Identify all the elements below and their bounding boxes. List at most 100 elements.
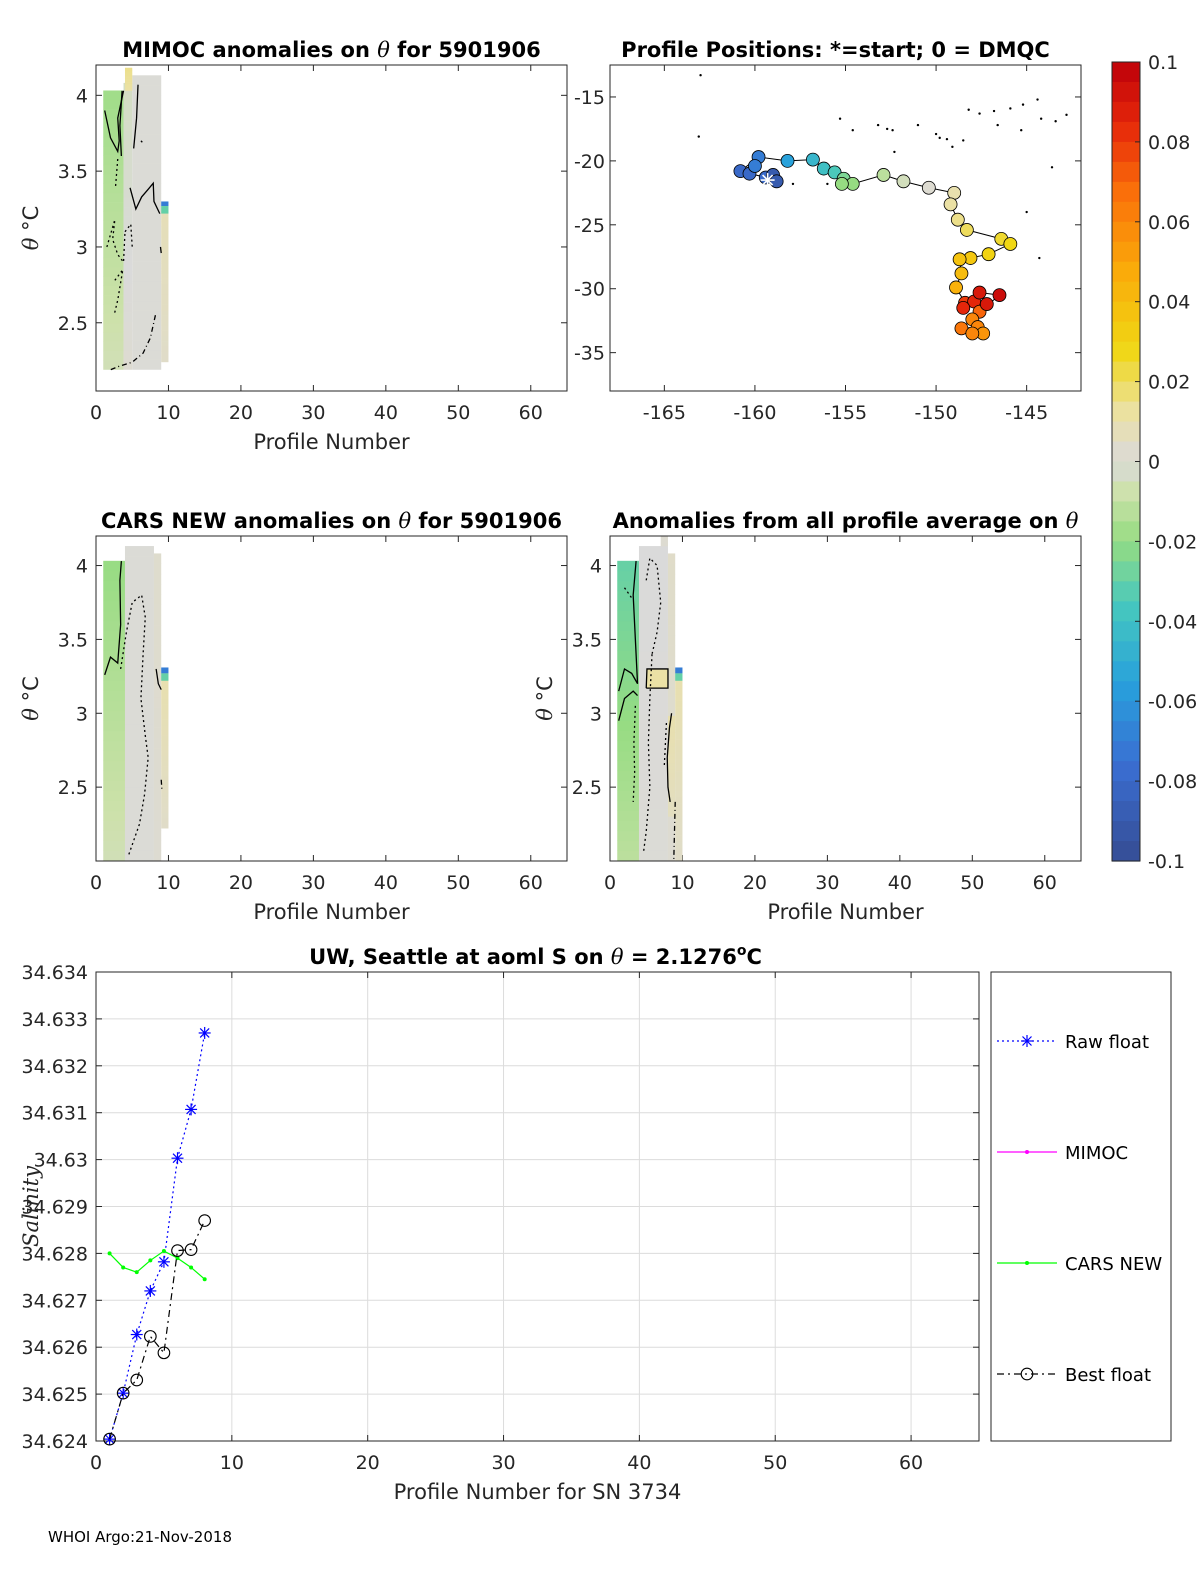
colorbar-segment xyxy=(1112,221,1140,243)
mimoc-cell xyxy=(161,216,169,222)
mimoc-cell xyxy=(161,299,169,305)
allavg-cell xyxy=(667,686,676,698)
colorbar-segment xyxy=(1112,741,1140,762)
cars-cell xyxy=(153,748,162,759)
cars-cell xyxy=(124,766,154,778)
allavg-cell xyxy=(667,729,676,733)
cars-xtick-label: 0 xyxy=(90,872,102,894)
cars-cell xyxy=(124,650,154,662)
salinity-ytick-label: 34.631 xyxy=(22,1103,88,1125)
allavg-cell xyxy=(667,796,676,800)
colorbar-tick-label: -0.06 xyxy=(1148,691,1197,713)
mimoc-cell xyxy=(123,121,133,131)
allavg-cell xyxy=(617,620,639,632)
cars-title-part2: for 5901906 xyxy=(411,509,562,533)
cars-title: CARS NEW anomalies on θ for 5901906 xyxy=(101,509,562,533)
reference-point xyxy=(978,112,981,115)
allavg-cell xyxy=(675,726,683,733)
colorbar-tick-label: -0.04 xyxy=(1148,611,1197,633)
cars-cell xyxy=(124,829,154,841)
reference-point xyxy=(885,127,889,131)
reference-point xyxy=(1050,166,1054,169)
mimoc-title-theta: θ xyxy=(377,38,390,62)
mimoc-cell xyxy=(123,235,133,246)
mimoc-cell xyxy=(132,300,162,311)
colorbar-segment xyxy=(1112,641,1140,662)
cars-cell xyxy=(124,598,154,610)
allavg-axes: 0 10 20 30 40 50 60 2.5 3 3.5 4 Profile Number θ °C xyxy=(533,535,1082,924)
allavg-cell xyxy=(617,790,639,802)
mimoc-cell xyxy=(124,69,133,71)
mimoc-title-part2: for 5901906 xyxy=(390,38,541,62)
allavg-cell xyxy=(617,670,639,682)
mimoc-cell xyxy=(103,229,124,240)
cars-cell xyxy=(153,645,162,657)
mimoc-cell xyxy=(161,335,169,342)
cars-cell xyxy=(161,745,169,751)
mimoc-cell xyxy=(132,94,162,106)
allavg-cell xyxy=(617,560,639,572)
colorbar-tick-label: -0.02 xyxy=(1148,531,1197,553)
cars-cell xyxy=(153,778,162,790)
cars-cell xyxy=(124,724,154,736)
mimoc-ytick-label: 3.5 xyxy=(58,161,88,183)
mimoc-axes: 0 10 20 30 40 50 60 2.5 3 3.5 4 Profile Number θ °C xyxy=(19,64,568,454)
cars-cell xyxy=(161,766,169,772)
mimoc-cell xyxy=(161,351,169,357)
mimoc-cell xyxy=(132,251,162,262)
allavg-cell xyxy=(617,650,639,662)
mimoc-ylabel-symbol: θ xyxy=(19,237,43,250)
mimoc-cell xyxy=(123,302,133,313)
mimoc-ylabel-unit: °C xyxy=(19,206,43,238)
colorbar-segment xyxy=(1112,121,1140,143)
mimoc-ytick-label: 3 xyxy=(76,237,88,259)
mimoc-cell xyxy=(124,89,133,91)
allavg-xlabel: Profile Number xyxy=(767,900,924,924)
allavg-cell xyxy=(617,570,639,582)
cars-title-theta: θ xyxy=(398,509,411,533)
mimoc-cell xyxy=(103,99,124,110)
mimoc-cell xyxy=(132,173,162,184)
colorbar-segment xyxy=(1112,541,1140,562)
cars-cell xyxy=(103,740,125,752)
footer-text: WHOI Argo:21-Nov-2018 xyxy=(48,1528,232,1546)
cars-cell xyxy=(161,750,169,757)
mimoc-cell xyxy=(161,283,169,290)
salinity-xtick-label: 50 xyxy=(763,1452,787,1474)
allavg-cell xyxy=(675,803,683,810)
allavg-cell xyxy=(667,809,676,814)
mimoc-cell xyxy=(124,84,133,86)
allavg-cell xyxy=(667,655,676,667)
legend-marker-raw-float xyxy=(1021,1035,1033,1047)
cars-cell xyxy=(153,727,162,739)
point-raw-float xyxy=(130,1328,143,1341)
allavg-cell xyxy=(667,786,676,790)
point-cars-new xyxy=(189,1265,194,1270)
reference-point xyxy=(1039,117,1043,120)
positions-ytick-label: -15 xyxy=(574,87,605,109)
colorbar-segment xyxy=(1112,781,1140,802)
point-raw-float xyxy=(157,1255,170,1268)
mimoc-cell xyxy=(123,264,133,275)
point-raw-float xyxy=(198,1026,211,1039)
profile-position xyxy=(965,326,980,341)
profile-position xyxy=(943,197,958,212)
allavg-cell xyxy=(617,770,639,782)
point-raw-float-stroke xyxy=(172,1153,183,1164)
profile-position xyxy=(972,285,987,300)
salinity-ylabel-symbol: Salinity xyxy=(19,1165,43,1247)
mimoc-cell xyxy=(132,134,162,145)
allavg-cell xyxy=(667,806,676,810)
positions-points xyxy=(733,150,1018,341)
allavg-cell xyxy=(667,752,676,757)
allavg-cell xyxy=(667,666,676,677)
point-cars-new xyxy=(134,1270,139,1275)
cars-cell xyxy=(103,690,125,702)
allavg-cell xyxy=(667,779,676,784)
allavg-cell xyxy=(617,680,639,692)
mimoc-xtick-label: 30 xyxy=(301,402,325,424)
mimoc-cell xyxy=(132,192,162,204)
salinity-title-theta: θ xyxy=(611,945,624,969)
mimoc-contour xyxy=(140,140,145,145)
colorbar-segment xyxy=(1112,261,1140,283)
